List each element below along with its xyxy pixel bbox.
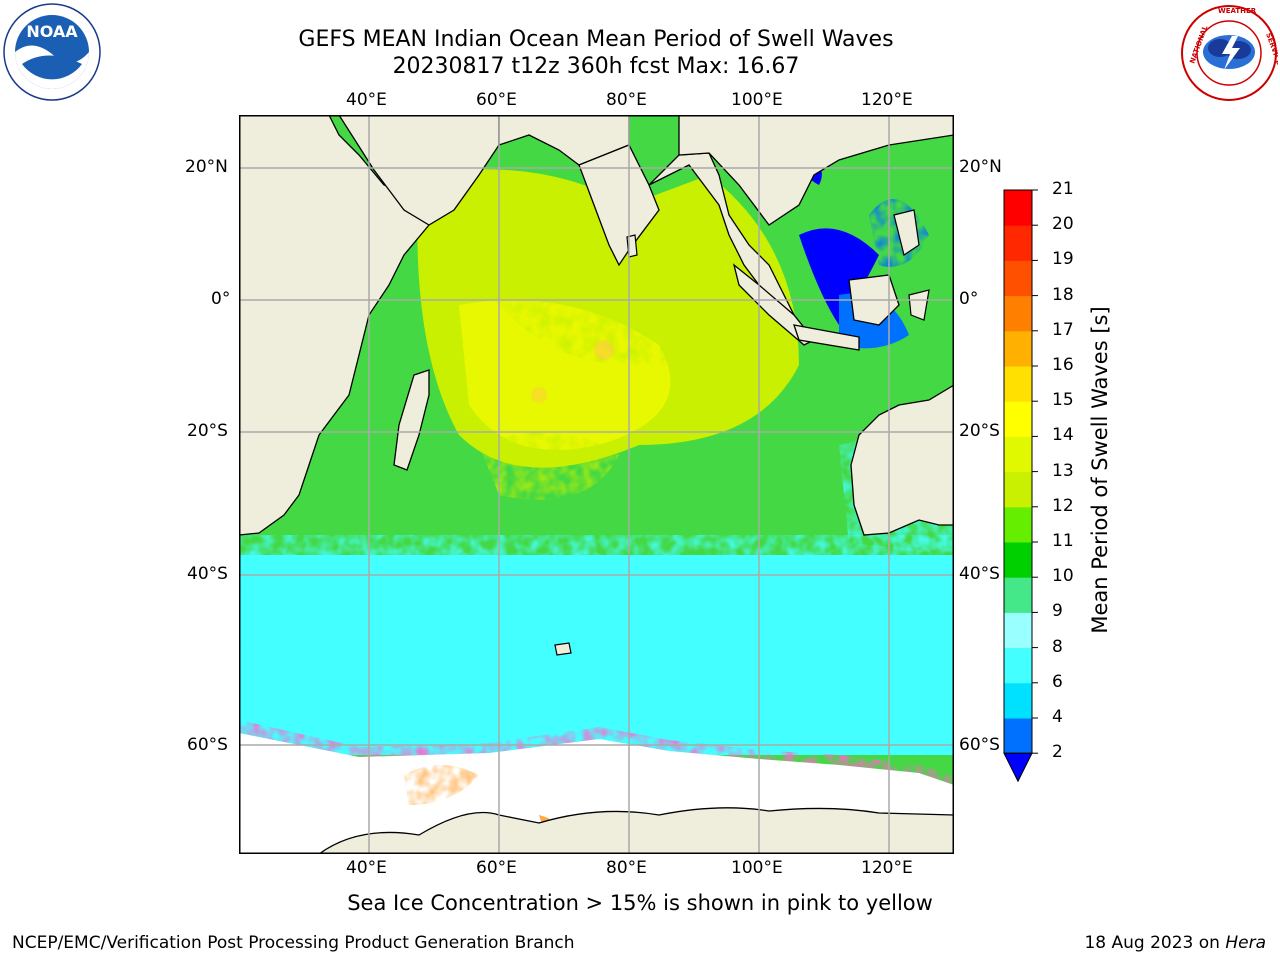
colorbar-segment [1004, 436, 1032, 473]
noaa-text: NOAA [26, 22, 78, 41]
antarctica [317, 807, 954, 854]
colorbar-segment [1004, 506, 1032, 543]
chart-title: GEFS MEAN Indian Ocean Mean Period of Sw… [298, 27, 894, 52]
colorbar-title-wrap: Mean Period of Swell Waves [s] [1085, 190, 1115, 750]
lat-tick-left: 0° [211, 289, 231, 309]
footer-left: NCEP/EMC/Verification Post Processing Pr… [12, 933, 575, 953]
colorbar-extend-arrow [1003, 752, 1033, 783]
australia [850, 384, 954, 536]
lat-tick-right: 40°S [959, 564, 1000, 584]
nws-logo: NATIONAL WEATHER SERVICE [1181, 5, 1278, 101]
footer-right: 18 Aug 2023 on Hera [1084, 933, 1266, 953]
lon-tick-top: 100°E [731, 90, 783, 110]
lat-tick-right: 20°N [959, 157, 1002, 177]
colorbar-title: Mean Period of Swell Waves [s] [1088, 306, 1112, 634]
colorbar-tick-label: 15 [1052, 390, 1074, 411]
colorbar-tick-label: 19 [1052, 249, 1074, 270]
colorbar-segment [1004, 612, 1032, 649]
footer-machine: Hera [1225, 933, 1266, 953]
lon-tick-top: 120°E [861, 90, 913, 110]
lon-tick-bottom: 120°E [861, 858, 913, 878]
sea-ice-note: Sea Ice Concentration > 15% is shown in … [347, 891, 933, 915]
colorbar-segment [1004, 682, 1032, 719]
lon-tick-bottom: 100°E [731, 858, 783, 878]
lon-tick-top: 80°E [606, 90, 647, 110]
lon-tick-top: 60°E [476, 90, 517, 110]
asia [678, 115, 954, 226]
colorbar-segment [1004, 471, 1032, 508]
colorbar [1003, 189, 1038, 783]
chart-subtitle: 20230817 t12z 360h fcst Max: 16.67 [392, 54, 800, 79]
colorbar-tick-label: 4 [1052, 707, 1063, 727]
lat-tick-right: 0° [959, 289, 979, 309]
colorbar-tick-label: 11 [1052, 531, 1074, 551]
lat-tick-right: 60°S [959, 735, 1000, 755]
colorbar-tick-label: 2 [1052, 742, 1063, 763]
colorbar-segment [1004, 190, 1032, 226]
colorbar-segment [1004, 366, 1032, 402]
colorbar-segment [1004, 260, 1032, 297]
colorbar-segment [1004, 647, 1032, 684]
lon-tick-bottom: 60°E [476, 858, 517, 878]
colorbar-segment [1004, 542, 1032, 578]
lon-tick-top: 40°E [346, 90, 387, 110]
colorbar-segment [1004, 401, 1032, 437]
lat-tick-left: 20°S [187, 421, 228, 441]
map-frame [239, 115, 954, 854]
colorbar-tick-label: 14 [1052, 425, 1074, 446]
colorbar-tick-label: 20 [1052, 214, 1074, 235]
footer-date: 18 Aug 2023 on [1084, 933, 1226, 953]
colorbar-tick-label: 18 [1052, 284, 1074, 305]
svg-text:WEATHER: WEATHER [1218, 7, 1257, 15]
colorbar-segment [1004, 295, 1032, 332]
colorbar-tick-label: 8 [1052, 636, 1063, 657]
lon-tick-bottom: 40°E [346, 858, 387, 878]
map-panel [239, 115, 954, 854]
graticule [239, 115, 954, 854]
colorbar-tick-label: 13 [1052, 460, 1074, 481]
lat-tick-right: 20°S [959, 421, 1000, 441]
lat-tick-left: 40°S [187, 564, 228, 584]
lat-tick-left: 20°N [185, 157, 228, 177]
colorbar-tick-label: 9 [1052, 601, 1063, 622]
colorbar-tick-label: 17 [1052, 319, 1074, 340]
colorbar-segment [1004, 225, 1032, 261]
colorbar-tick-label: 6 [1052, 671, 1063, 692]
colorbar-segment [1004, 577, 1032, 613]
colorbar-segment [1004, 718, 1032, 754]
colorbar-tick-label: 12 [1052, 495, 1074, 516]
colorbar-tick-label: 16 [1052, 355, 1074, 375]
colorbar-segment [1004, 330, 1032, 367]
lon-tick-bottom: 80°E [606, 858, 647, 878]
colorbar-tick-label: 21 [1052, 179, 1074, 199]
lat-tick-left: 60°S [187, 735, 228, 755]
noaa-logo: NOAA [3, 3, 101, 101]
colorbar-tick-label: 10 [1052, 566, 1074, 587]
